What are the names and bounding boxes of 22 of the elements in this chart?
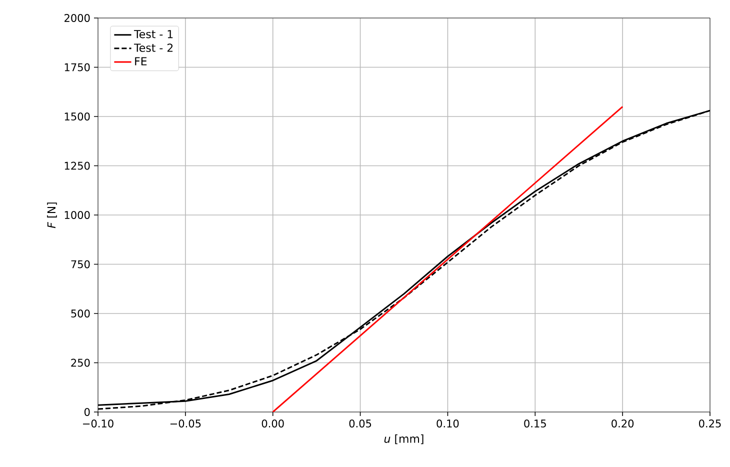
y-tick-label: 750	[71, 260, 90, 268]
x-tick-label: −0.05	[170, 420, 201, 428]
x-tick-label: 0.15	[524, 420, 546, 428]
x-tick-label: −0.10	[83, 420, 114, 428]
y-tick-label: 2000	[64, 14, 90, 22]
y-tick-label: 1000	[64, 211, 90, 219]
legend-label: FE	[135, 57, 147, 66]
x-tick-label: 0.20	[612, 420, 634, 428]
y-tick-label: 0	[84, 408, 90, 416]
y-tick-label: 250	[71, 358, 90, 367]
y-tick-label: 1500	[64, 112, 90, 120]
y-tick-label: 500	[71, 310, 90, 318]
x-tick-label: 0.25	[699, 420, 721, 428]
legend-label: Test - 2	[134, 44, 173, 52]
y-axis-title: F [N]	[47, 202, 57, 228]
y-tick-label: 1250	[64, 162, 90, 170]
y-tick-label: 1750	[64, 63, 90, 72]
x-tick-label: 0.10	[436, 420, 459, 428]
x-tick-label: 0.05	[349, 420, 372, 428]
x-axis-title: u [mm]	[384, 434, 424, 444]
legend-label: Test - 1	[134, 30, 173, 38]
x-tick-label: 0.00	[262, 420, 284, 428]
